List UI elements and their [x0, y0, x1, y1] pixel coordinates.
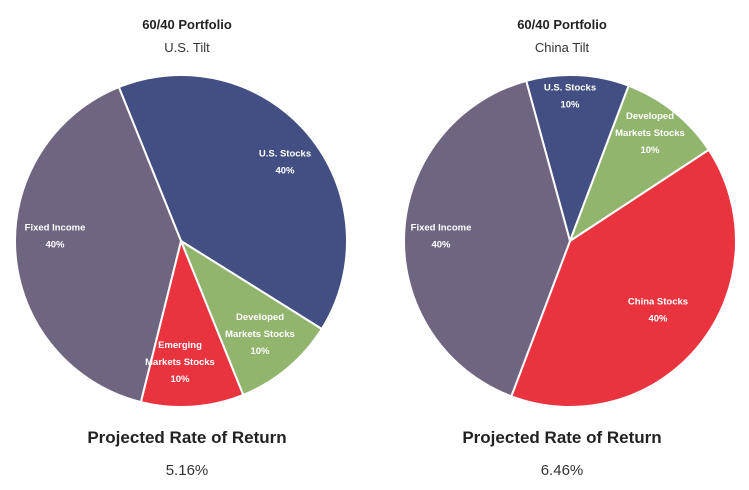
slice-label-developed-markets-stocks: Developed Markets Stocks 10% — [225, 312, 295, 357]
slice-label-emerging-markets-stocks: Emerging Markets Stocks 10% — [145, 340, 215, 385]
slice-label-u-s-stocks: U.S. Stocks 40% — [259, 149, 311, 177]
chart-panel-us-tilt: 60/40 Portfolio U.S. Tilt U.S. Stocks 40%… — [0, 0, 374, 490]
return-label: Projected Rate of Return — [87, 428, 287, 447]
slice-label-developed-markets-stocks: Developed Markets Stocks 10% — [615, 111, 685, 156]
pie-slice-fixed-income — [403, 79, 572, 398]
chart-panel-china-tilt: 60/40 Portfolio China Tilt U.S. Stocks 10… — [375, 0, 749, 490]
pie-slice-u-s-stocks — [117, 74, 348, 331]
chart-title: 60/40 Portfolio — [142, 17, 232, 32]
pie-slice-china-stocks — [510, 148, 737, 408]
return-value: 5.16% — [165, 462, 209, 479]
pie-chart-us-tilt: U.S. Stocks 40% Developed Markets Stocks 10%… — [14, 74, 348, 408]
chart-subtitle: China Tilt — [534, 40, 590, 55]
slice-label-fixed-income: Fixed Income 40% — [25, 223, 86, 251]
pie-slice-fixed-income — [14, 85, 183, 404]
pie-slice-emerging-markets-stocks — [139, 237, 245, 408]
return-value: 6.46% — [540, 462, 584, 479]
slice-label-china-stocks: China Stocks 40% — [628, 297, 688, 325]
pie-slice-developed-markets-stocks — [567, 84, 711, 244]
slice-label-fixed-income: Fixed Income 40% — [411, 223, 472, 251]
chart-subtitle: U.S. Tilt — [164, 40, 210, 55]
pie-slice-u-s-stocks — [524, 74, 630, 245]
chart-title: 60/40 Portfolio — [517, 17, 607, 32]
return-label: Projected Rate of Return — [462, 428, 662, 447]
pie-slice-developed-markets-stocks — [178, 238, 324, 397]
pie-chart-china-tilt: U.S. Stocks 10% Developed Markets Stocks 10%… — [403, 74, 737, 408]
slice-label-u-s-stocks: U.S. Stocks 10% — [544, 83, 596, 111]
